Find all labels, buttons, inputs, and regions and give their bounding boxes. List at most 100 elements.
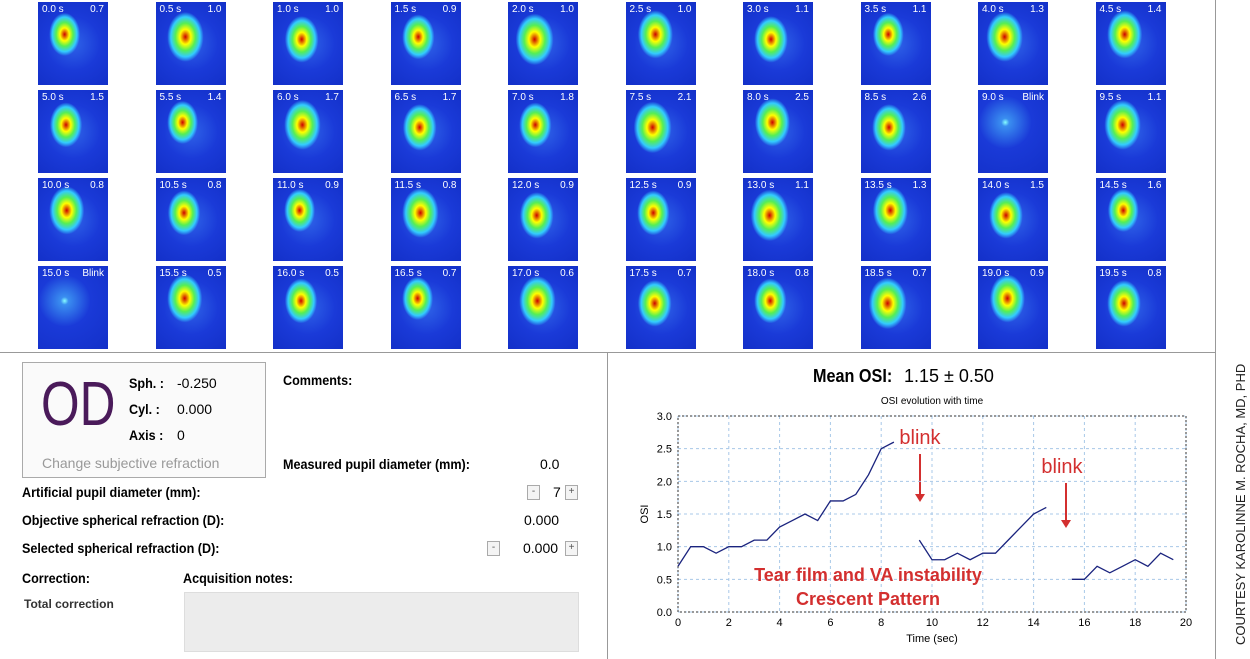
frame-time: 17.0 s (512, 268, 540, 279)
frame-time: 2.5 s (629, 4, 652, 15)
y-tick-label: 0.0 (657, 607, 672, 619)
decrement-button[interactable]: - (527, 485, 540, 500)
frame-osi: 0.9 (1030, 268, 1044, 279)
frame-time: 11.5 s (394, 180, 422, 191)
frame-osi: 0.8 (90, 180, 104, 191)
frame-time: 8.0 s (747, 92, 769, 103)
frame-time: 8.5 s (864, 92, 887, 103)
frame-time: 16.5 s (394, 268, 422, 279)
frame-thumbnail: 8.0 s 2.5 (743, 90, 813, 173)
axis-label: Axis : (129, 427, 164, 443)
axis-value: 0 (177, 427, 185, 443)
decrement-button[interactable]: - (487, 541, 500, 556)
frame-time: 2.0 s (512, 4, 534, 15)
frame-time: 15.5 s (159, 268, 187, 279)
frame-time: 14.5 s (1099, 180, 1127, 191)
frame-osi: 0.8 (1147, 268, 1162, 279)
frame-thumbnail: 6.0 s 1.7 (273, 90, 343, 173)
frame-time: 4.5 s (1099, 4, 1122, 15)
frame-time: 6.0 s (277, 92, 299, 103)
frame-time: 11.0 s (277, 180, 304, 191)
frame-time: 15.0 s (42, 268, 70, 279)
x-tick-label: 2 (726, 617, 732, 629)
frame-time: 7.5 s (629, 92, 652, 103)
frame-thumbnail: 11.5 s 0.8 (390, 178, 461, 261)
x-axis-label: Time (sec) (906, 633, 958, 645)
acquisition-notes-label: Acquisition notes: (183, 570, 293, 586)
frame-thumbnail: 19.0 s 0.9 (978, 266, 1048, 349)
frame-thumbnail: 1.5 s 0.9 (390, 2, 461, 85)
x-tick-label: 18 (1129, 617, 1141, 629)
frame-thumbnail: 5.5 s 1.4 (155, 90, 226, 173)
frame-thumbnail: 14.5 s 1.6 (1095, 178, 1166, 261)
frame-time: 18.0 s (747, 268, 775, 279)
frame-thumbnail: 11.0 s 0.9 (273, 178, 343, 261)
frame-osi: 1.4 (1147, 4, 1162, 15)
frame-osi: 1.7 (325, 92, 339, 103)
frame-osi: 0.8 (795, 268, 809, 279)
frame-time: 13.0 s (747, 180, 775, 191)
frame-osi: 0.7 (912, 268, 927, 279)
y-tick-label: 2.0 (657, 476, 672, 488)
frame-osi: 0.9 (560, 180, 574, 191)
cyl-label: Cyl. : (129, 401, 160, 417)
annotation: Tear film and VA instability (754, 565, 982, 585)
frame-thumbnail: 12.5 s 0.9 (625, 178, 696, 261)
frame-time: 7.0 s (512, 92, 534, 103)
frame-time: 4.0 s (982, 4, 1004, 15)
increment-button[interactable]: + (565, 485, 578, 500)
sph-value: -0.250 (177, 375, 217, 391)
frame-thumbnail: 16.5 s 0.7 (390, 266, 461, 349)
frame-thumbnail: 3.5 s 1.1 (860, 2, 931, 85)
annotation: blink (1041, 456, 1083, 478)
frame-osi: 1.6 (1147, 180, 1162, 191)
frame-time: 10.5 s (159, 180, 187, 191)
chart-title: OSI evolution with time (881, 396, 984, 407)
frame-thumbnail: 18.5 s 0.7 (860, 266, 931, 349)
frame-thumbnail: 13.0 s 1.1 (743, 178, 813, 261)
y-tick-label: 3.0 (657, 411, 672, 423)
frame-osi: 0.7 (677, 268, 692, 279)
selected-refraction-label: Selected spherical refraction (D): (22, 540, 220, 556)
objective-refraction-value: 0.000 (524, 512, 560, 528)
plot-frame (677, 415, 1187, 613)
refraction-box[interactable]: OD Sph. : -0.250 Cyl. : 0.000 Axis : 0 C… (22, 362, 266, 478)
frame-osi: 1.0 (560, 4, 574, 15)
frame-thumbnail: 4.5 s 1.4 (1095, 2, 1166, 85)
frame-osi: 1.5 (90, 92, 104, 103)
frame-osi: 1.3 (1030, 4, 1044, 15)
frame-osi: 0.7 (442, 268, 457, 279)
frame-osi: 2.1 (677, 92, 692, 103)
selected-refraction-value: 0.000 (523, 540, 559, 556)
comments-label: Comments: (283, 372, 353, 388)
frame-time: 5.5 s (159, 92, 182, 103)
frame-thumbnail: 6.5 s 1.7 (390, 90, 461, 173)
mean-osi-value: 1.15 ± 0.50 (904, 366, 994, 386)
frame-thumbnail: 0.0 s 0.7 (38, 2, 108, 85)
frame-time: 14.0 s (982, 180, 1010, 191)
frame-osi: 1.1 (1147, 92, 1162, 103)
frame-thumbnail: 16.0 s 0.5 (273, 266, 343, 349)
frame-time: 0.0 s (42, 4, 64, 15)
frame-osi: 1.0 (325, 4, 339, 15)
y-axis-label: OSI (639, 505, 651, 524)
correction-label: Correction: (22, 570, 90, 586)
frame-thumbnail: 9.0 s Blink (978, 90, 1048, 173)
frame-thumbnail: 17.5 s 0.7 (625, 266, 696, 349)
notes-box[interactable] (184, 592, 579, 652)
frame-osi: 1.1 (795, 4, 809, 15)
x-tick-label: 14 (1027, 617, 1039, 629)
frame-thumbnail: 4.0 s 1.3 (978, 2, 1048, 85)
increment-button[interactable]: + (565, 541, 578, 556)
frame-thumbnail: 1.0 s 1.0 (273, 2, 343, 85)
frame-thumbnail: 13.5 s 1.3 (860, 178, 931, 261)
arrow-head (915, 494, 925, 502)
frame-thumbnail: 5.0 s 1.5 (38, 90, 108, 173)
correction-value: Total correction (24, 597, 114, 611)
frame-osi: Blink (82, 268, 104, 279)
change-refraction-button[interactable]: Change subjective refraction (42, 455, 220, 471)
arrow-head (1061, 520, 1071, 528)
frame-time: 0.5 s (159, 4, 182, 15)
frame-osi: 0.5 (325, 268, 339, 279)
